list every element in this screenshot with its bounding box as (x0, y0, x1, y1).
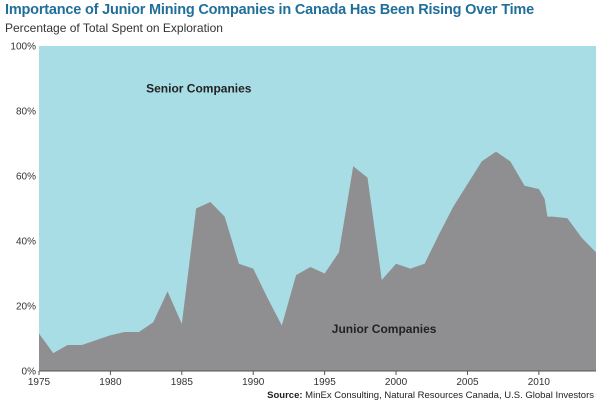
x-tick-label: 2010 (528, 377, 551, 388)
y-tick-label: 20% (16, 302, 36, 313)
x-tick-label: 1990 (242, 377, 265, 388)
x-tick-label: 2005 (456, 377, 479, 388)
y-tick-label: 40% (16, 237, 36, 248)
junior-area (39, 151, 596, 371)
chart-title: Importance of Junior Mining Companies in… (5, 2, 534, 18)
junior-companies-label: Junior Companies (332, 322, 437, 336)
x-axis-ticks: 1975 1980 1985 1990 1995 2000 2005 2010 (28, 371, 551, 388)
y-tick-label: 100% (10, 42, 36, 53)
y-axis-ticks: 0% 20% 40% 60% 80% 100% (10, 42, 36, 378)
source-text: MinEx Consulting, Natural Resources Cana… (305, 390, 594, 401)
y-tick-label: 80% (16, 107, 36, 118)
y-tick-label: 0% (22, 367, 37, 378)
x-tick-label: 1975 (28, 377, 51, 388)
annotations: Senior Companies Junior Companies (146, 81, 437, 336)
x-tick-label: 1995 (314, 377, 337, 388)
source-label: Source: (267, 390, 303, 401)
x-tick-label: 1985 (171, 377, 194, 388)
y-tick-label: 60% (16, 172, 36, 183)
source-note: Source: MinEx Consulting, Natural Resour… (267, 390, 594, 401)
x-tick-label: 1980 (99, 377, 122, 388)
senior-companies-label: Senior Companies (146, 81, 252, 95)
x-tick-label: 2000 (385, 377, 408, 388)
chart-subtitle: Percentage of Total Spent on Exploration (5, 21, 223, 35)
